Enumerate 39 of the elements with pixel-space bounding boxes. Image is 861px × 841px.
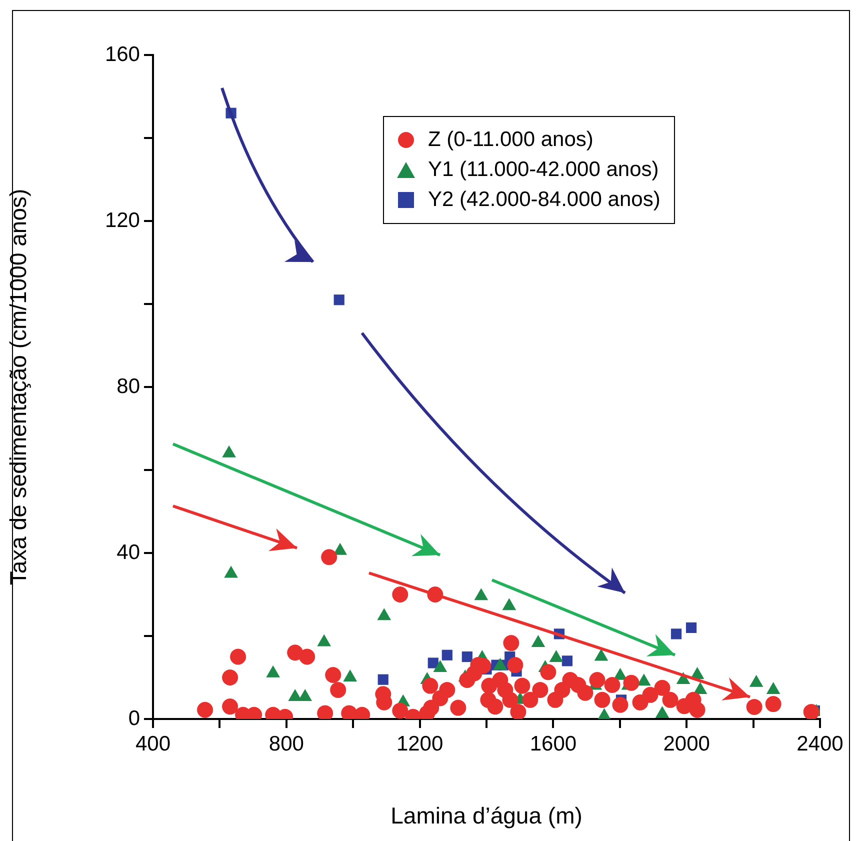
point xyxy=(636,674,651,686)
point xyxy=(224,566,238,578)
point xyxy=(377,608,392,620)
point xyxy=(693,682,708,694)
point xyxy=(655,706,670,718)
point xyxy=(493,658,508,670)
x-tick-label: 800 xyxy=(268,732,304,756)
x-tick-label: 2000 xyxy=(663,732,710,756)
point xyxy=(317,634,332,646)
point xyxy=(288,689,302,702)
x-axis-title: Lamina d’água (m) xyxy=(390,802,582,829)
x-tick-label: 400 xyxy=(135,732,171,756)
point xyxy=(298,689,312,702)
y-tick-label: 0 xyxy=(128,706,140,730)
point xyxy=(749,674,764,687)
y-axis-title: Taxa de sedimentação (cm/1000 anos) xyxy=(5,188,32,586)
point xyxy=(433,660,448,672)
point xyxy=(343,670,358,682)
point xyxy=(549,650,564,662)
legend-label: Z (0-11.000 anos) xyxy=(428,127,594,153)
point xyxy=(474,588,488,600)
y-tick-label: 120 xyxy=(104,208,140,232)
x-tick-label: 1600 xyxy=(530,732,577,756)
legend-label: Y2 (42.000-84.000 anos) xyxy=(428,187,660,213)
y-tick-label: 160 xyxy=(104,42,140,66)
point xyxy=(597,708,612,719)
y-tick-label: 40 xyxy=(116,540,140,564)
x-tick-label: 1200 xyxy=(396,732,444,756)
point xyxy=(266,665,280,678)
point xyxy=(766,682,780,694)
point xyxy=(222,445,236,458)
point xyxy=(594,648,608,661)
x-tick-label: 2400 xyxy=(796,732,844,756)
point xyxy=(502,598,516,610)
point xyxy=(333,542,348,555)
point xyxy=(334,294,344,306)
y-tick-label: 80 xyxy=(116,374,140,398)
legend-label: Y1 (11.000-42.000 anos) xyxy=(428,157,659,183)
point xyxy=(531,635,546,648)
